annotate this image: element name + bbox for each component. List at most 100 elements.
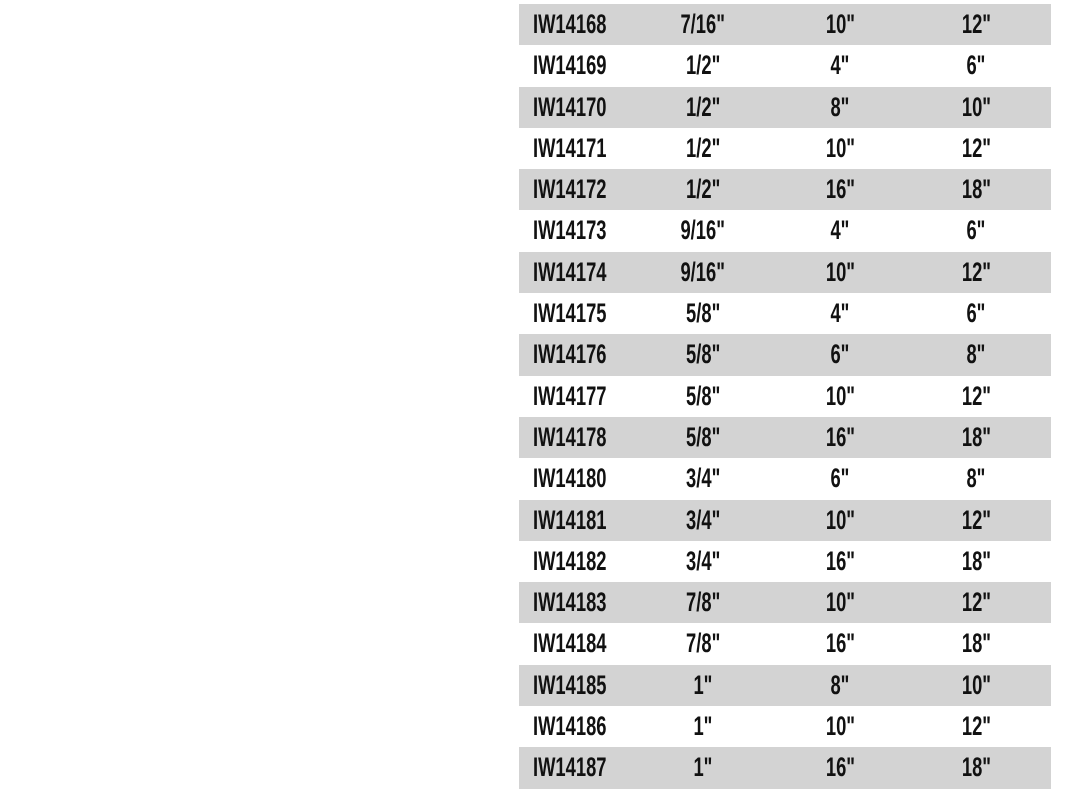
part-number-text: IW14184: [533, 628, 607, 659]
size-text: 9/16": [680, 256, 726, 287]
table-row: IW14172 1/2" 16" 18": [519, 169, 1051, 211]
part-number-cell: IW14171: [533, 128, 641, 169]
overall-length-text: 12": [961, 587, 991, 618]
part-number-text: IW14176: [533, 339, 607, 370]
size-text: 9/16": [680, 215, 726, 246]
length-text: 10": [825, 587, 855, 618]
size-cell: 7/8": [643, 623, 763, 664]
size-cell: 5/8": [643, 376, 763, 417]
overall-length-text: 12": [961, 711, 991, 742]
length-cell: 4": [780, 45, 900, 86]
overall-length-cell: 12": [916, 4, 1036, 45]
table-row: IW14186 1" 10" 12": [519, 706, 1051, 747]
size-text: 1": [693, 711, 713, 742]
length-cell: 6": [780, 458, 900, 499]
overall-length-text: 18": [961, 752, 991, 783]
size-cell: 1": [643, 747, 763, 788]
table-row: IW14182 3/4" 16" 18": [519, 541, 1051, 582]
length-cell: 10": [780, 706, 900, 747]
overall-length-text: 6": [966, 298, 986, 329]
overall-length-text: 10": [961, 91, 991, 122]
size-cell: 1": [643, 706, 763, 747]
length-cell: 10": [780, 128, 900, 169]
overall-length-text: 6": [966, 215, 986, 246]
length-text: 4": [830, 215, 850, 246]
overall-length-text: 18": [961, 628, 991, 659]
length-cell: 4": [780, 210, 900, 251]
table-row: IW14170 1/2" 8" 10": [519, 86, 1051, 128]
length-cell: 10": [780, 500, 900, 541]
length-text: 16": [825, 628, 855, 659]
size-text: 7/16": [680, 9, 726, 39]
size-text: 5/8": [685, 339, 721, 370]
length-text: 4": [830, 50, 850, 81]
length-cell: 16": [780, 747, 900, 788]
size-text: 5/8": [685, 380, 721, 411]
length-text: 8": [830, 91, 850, 122]
overall-length-text: 18": [961, 545, 991, 576]
overall-length-cell: 10": [916, 665, 1036, 706]
part-number-cell: IW14172: [533, 169, 641, 210]
part-number-cell: IW14178: [533, 417, 641, 458]
overall-length-cell: 18": [916, 417, 1036, 458]
table-row: IW14178 5/8" 16" 18": [519, 416, 1051, 459]
size-text: 1/2": [685, 132, 721, 163]
size-cell: 1": [643, 665, 763, 706]
table-row: IW14183 7/8" 10" 12": [519, 582, 1051, 624]
part-number-text: IW14169: [533, 50, 607, 81]
length-cell: 10": [780, 582, 900, 623]
size-text: 3/4": [685, 504, 721, 535]
part-number-cell: IW14169: [533, 45, 641, 86]
size-cell: 1/2": [643, 128, 763, 169]
length-text: 16": [825, 421, 855, 452]
overall-length-text: 18": [961, 421, 991, 452]
size-text: 3/4": [685, 463, 721, 494]
overall-length-cell: 12": [916, 128, 1036, 169]
overall-length-cell: 12": [916, 582, 1036, 623]
length-text: 16": [825, 752, 855, 783]
length-text: 16": [825, 174, 855, 205]
size-text: 1/2": [685, 174, 721, 205]
overall-length-text: 12": [961, 504, 991, 535]
overall-length-text: 18": [961, 174, 991, 205]
part-number-cell: IW14184: [533, 623, 641, 664]
length-text: 10": [825, 711, 855, 742]
table-row: IW14175 5/8" 4" 6": [519, 293, 1051, 334]
overall-length-text: 10": [961, 669, 991, 700]
part-number-text: IW14173: [533, 215, 607, 246]
part-number-cell: IW14182: [533, 541, 641, 582]
part-number-cell: IW14176: [533, 334, 641, 375]
length-text: 10": [825, 380, 855, 411]
length-text: 10": [825, 256, 855, 287]
size-cell: 5/8": [643, 334, 763, 375]
part-number-text: IW14170: [533, 91, 607, 122]
size-text: 1": [693, 669, 713, 700]
overall-length-cell: 6": [916, 293, 1036, 334]
size-cell: 3/4": [643, 500, 763, 541]
overall-length-text: 12": [961, 380, 991, 411]
size-cell: 3/4": [643, 458, 763, 499]
table-row: IW14168 7/16" 10" 12": [519, 4, 1051, 46]
part-number-cell: IW14173: [533, 210, 641, 251]
table-row: IW14171 1/2" 10" 12": [519, 128, 1051, 169]
length-text: 4": [830, 298, 850, 329]
size-cell: 9/16": [643, 252, 763, 293]
part-number-cell: IW14186: [533, 706, 641, 747]
size-cell: 3/4": [643, 541, 763, 582]
table-row: IW14174 9/16" 10" 12": [519, 251, 1051, 294]
table-row: IW14173 9/16" 4" 6": [519, 210, 1051, 251]
part-number-cell: IW14175: [533, 293, 641, 334]
part-number-cell: IW14168: [533, 4, 641, 45]
part-number-text: IW14177: [533, 380, 607, 411]
overall-length-text: 8": [966, 339, 986, 370]
size-text: 5/8": [685, 421, 721, 452]
size-cell: 1/2": [643, 45, 763, 86]
part-number-text: IW14180: [533, 463, 607, 494]
part-number-text: IW14187: [533, 752, 607, 783]
table-row: IW14176 5/8" 6" 8": [519, 334, 1051, 376]
size-text: 7/8": [685, 628, 721, 659]
length-text: 10": [825, 9, 855, 39]
part-number-text: IW14185: [533, 669, 607, 700]
part-number-cell: IW14183: [533, 582, 641, 623]
length-text: 16": [825, 545, 855, 576]
